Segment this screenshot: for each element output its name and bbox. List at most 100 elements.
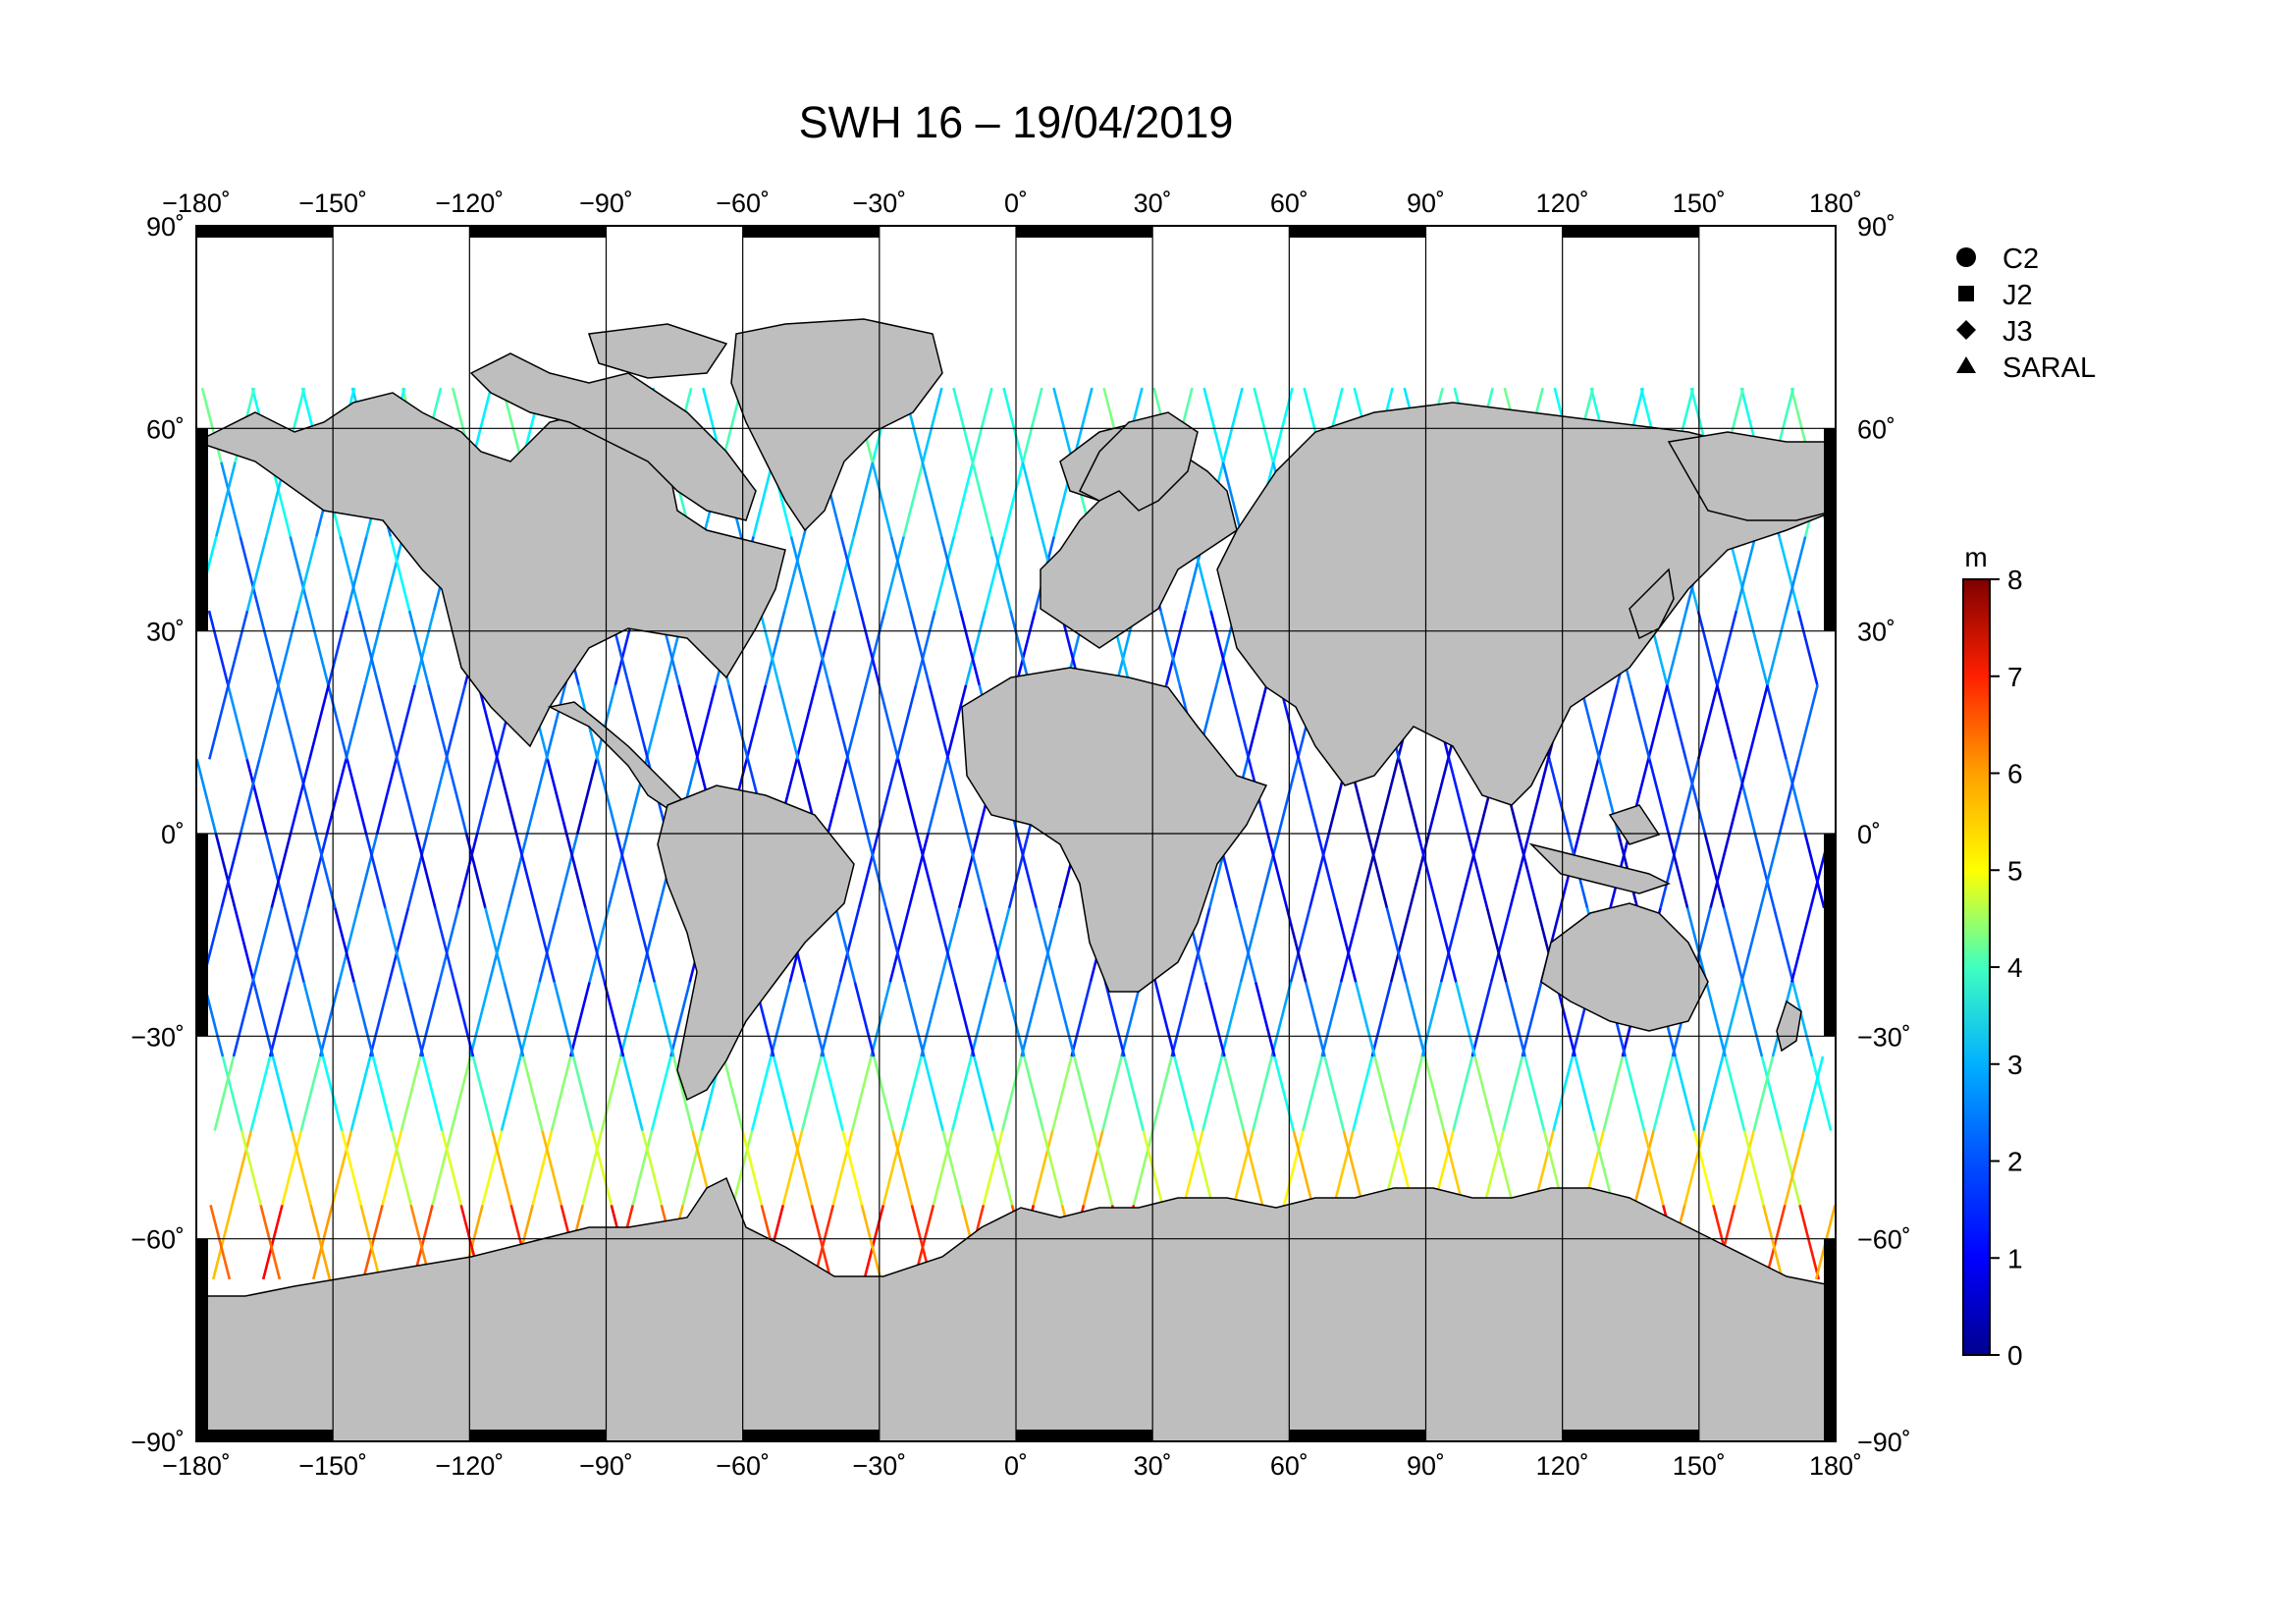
lon-tick-label-top: 180˚	[1809, 189, 1862, 218]
track-segment	[884, 907, 907, 983]
track-segment	[669, 981, 691, 1057]
track-segment	[407, 610, 430, 686]
track-segment	[377, 684, 399, 760]
track-segment	[1070, 981, 1093, 1057]
track-segment	[1577, 758, 1600, 835]
track-segment	[299, 1055, 322, 1131]
track-segment	[952, 461, 975, 537]
track-segment	[1189, 907, 1211, 983]
track-segment	[957, 833, 980, 909]
track-segment	[1021, 461, 1043, 537]
land-canada-arctic-islands	[469, 323, 757, 521]
track-segment	[1596, 684, 1619, 760]
land-asia	[1216, 402, 1836, 806]
track-segment	[208, 684, 230, 760]
track-segment	[1151, 1055, 1173, 1131]
track-segment	[357, 610, 380, 686]
track-segment	[1648, 758, 1671, 835]
track-segment	[1810, 1055, 1833, 1131]
track-segment	[406, 833, 429, 909]
track-segment	[1377, 758, 1400, 835]
border-segment-bottom	[1562, 1430, 1699, 1441]
track-segment	[438, 907, 460, 983]
track-segment	[1683, 1130, 1705, 1206]
track-segment	[1703, 833, 1726, 909]
track-segment	[752, 461, 774, 537]
track-segment	[1721, 981, 1743, 1057]
track-segment	[852, 461, 875, 537]
colorbar-tick-label: 6	[2007, 759, 2023, 789]
track-segment	[1266, 833, 1289, 909]
track-segment	[1722, 907, 1744, 983]
track-segment	[1302, 1055, 1323, 1131]
square-marker-icon	[1958, 286, 1974, 301]
track-segment	[1509, 833, 1531, 909]
lat-tick-label-left: 0˚	[161, 820, 185, 849]
border-segment-bottom	[1289, 1430, 1426, 1441]
track-segment	[446, 758, 468, 835]
track-segment	[359, 1204, 382, 1280]
track-segment	[1502, 1055, 1524, 1131]
track-segment	[339, 536, 361, 612]
track-segment	[783, 536, 805, 612]
track-segment	[418, 981, 441, 1057]
track-segment	[1696, 610, 1719, 686]
lat-tick-label-right: −60˚	[1857, 1225, 1911, 1255]
lon-tick-label-bottom: −60˚	[716, 1451, 770, 1481]
track-segment	[1489, 907, 1512, 983]
track-segment	[413, 610, 436, 686]
track-segment	[1467, 833, 1489, 909]
track-segment	[469, 981, 491, 1057]
track-segment	[814, 610, 836, 686]
track-segment	[677, 684, 700, 760]
track-segment	[1039, 907, 1061, 983]
track-segment	[1423, 1055, 1446, 1131]
track-segment	[873, 1055, 894, 1131]
track-segment	[863, 1204, 885, 1280]
track-segment	[634, 907, 657, 983]
track-segment	[1760, 1055, 1783, 1131]
track-segment	[938, 907, 961, 983]
track-segment	[745, 684, 768, 760]
track-segment	[870, 981, 892, 1057]
satellite-legend: C2 J2 J3 SARAL	[1956, 243, 2096, 384]
track-segment	[953, 981, 976, 1057]
lon-tick-label-bottom: −30˚	[852, 1451, 906, 1481]
track-segment	[227, 684, 248, 760]
track-segment	[1642, 1130, 1665, 1206]
track-segment	[450, 1055, 472, 1131]
track-segment	[596, 758, 618, 835]
track-segment	[952, 387, 975, 463]
track-segment	[991, 1130, 1014, 1206]
track-segment	[477, 684, 500, 760]
lat-tick-label-right: 30˚	[1857, 618, 1896, 647]
track-segment	[445, 684, 467, 760]
track-segment	[1041, 1130, 1064, 1206]
land-australia	[1540, 902, 1709, 1032]
track-segment	[927, 758, 949, 835]
track-segment	[1666, 610, 1688, 686]
track-segment	[388, 907, 410, 983]
track-segment	[1051, 1055, 1073, 1131]
colorbar-tick-label: 0	[2007, 1340, 2023, 1371]
track-segment	[1473, 1055, 1496, 1131]
track-segment	[345, 684, 367, 760]
track-segment	[531, 1130, 554, 1206]
track-segment	[1778, 536, 1800, 612]
track-segment	[581, 1130, 604, 1206]
track-segment	[196, 758, 218, 835]
track-segment	[277, 684, 298, 760]
track-segment	[1252, 1055, 1273, 1131]
track-segment	[841, 1130, 864, 1206]
track-segment	[309, 1204, 332, 1280]
track-segment	[507, 833, 529, 909]
map-border-ticks	[196, 226, 1836, 1441]
track-segment	[232, 981, 254, 1057]
lat-tick-label-left: 60˚	[146, 414, 185, 444]
border-segment-top	[742, 226, 880, 238]
track-segment	[833, 536, 855, 612]
land-new-zealand	[1776, 1000, 1802, 1053]
track-segment	[959, 610, 981, 686]
track-segment	[364, 833, 387, 909]
track-segment	[1270, 981, 1293, 1057]
